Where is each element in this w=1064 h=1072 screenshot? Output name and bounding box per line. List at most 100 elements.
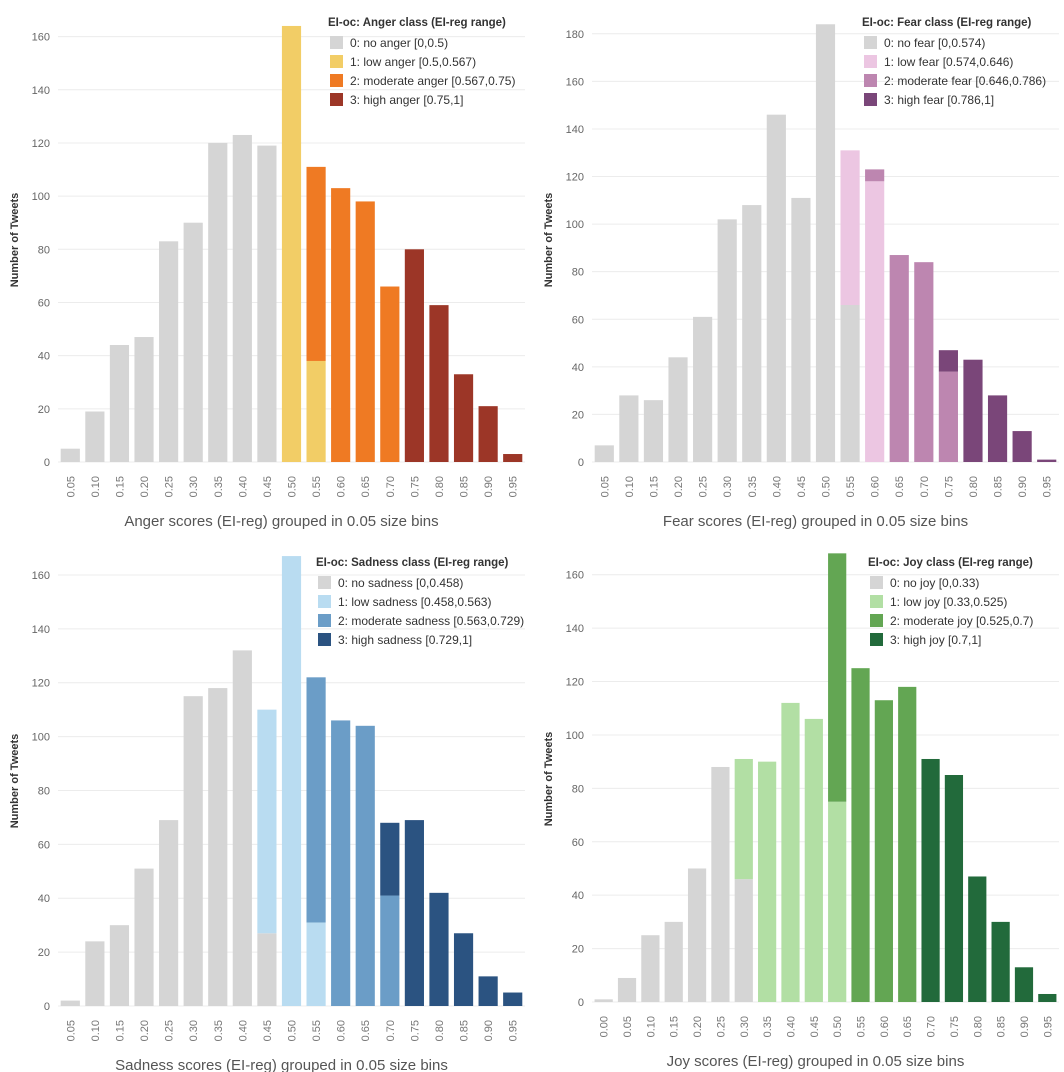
chart-1-xtick-label: 0.45 [796,476,808,497]
chart-2-xtick-label: 0.10 [90,1020,102,1041]
chart-1-ytick-label: 160 [566,76,584,88]
chart-3-bar-0.45-class-1 [804,718,823,1002]
chart-2-bar-0.10-class-0 [85,941,105,1006]
chart-3-ytick-label: 160 [566,570,584,582]
chart-0-xtick-label: 0.50 [287,476,299,497]
chart-0-xtick-label: 0.55 [311,476,323,497]
chart-2-bar-0.70-class-2 [380,895,400,1006]
chart-3-xtick-label: 0.35 [762,1016,774,1037]
chart-3-xtick-label: 0.05 [622,1016,634,1037]
chart-3-bar-0.35-class-1 [758,761,777,1002]
chart-1-ytick-label: 140 [566,124,584,136]
chart-2-xtick-label: 0.55 [311,1020,323,1041]
chart-0-ytick-label: 40 [38,351,50,363]
chart-0-bar-0.90-class-3 [478,406,498,462]
chart-2-ytick-label: 160 [32,570,50,582]
chart-3-ytick-label: 40 [572,890,584,902]
chart-2-ylabel: Number of Tweets [9,734,21,829]
chart-2-bar-0.60-class-2 [331,720,351,1006]
chart-1-bar-0.45-class-0 [791,197,811,463]
chart-1-ytick-label: 40 [572,362,584,374]
chart-1-xtick-label: 0.35 [747,476,759,497]
chart-1-legend-label: 2: moderate fear [0.646,0.786) [884,74,1046,88]
chart-2-ytick-label: 100 [32,732,50,744]
chart-3-legend-label: 3: high joy [0.7,1] [890,633,981,647]
chart-1-ytick-label: 0 [578,457,584,469]
chart-1-legend-swatch [864,74,877,87]
chart-3-bar-0.50-class-2 [828,553,847,802]
chart-0-bar-0.40-class-0 [232,134,252,462]
joy-chart: 0 20 40 60 80 100 120 140 160 Number of Tweets 0.0… [543,553,1059,1070]
chart-0-legend-label: 3: high anger [0.75,1] [350,93,463,107]
chart-0-legend-swatch [330,93,343,106]
chart-3-ylabel: Number of Tweets [543,732,555,827]
chart-0-legend-label: 0: no anger [0,0.5) [350,36,448,50]
chart-0-xtick-label: 0.65 [360,476,372,497]
chart-2-xtick-label: 0.30 [188,1020,200,1041]
chart-3-xtick-label: 0.15 [669,1016,681,1037]
chart-2-xtick-label: 0.35 [213,1020,225,1041]
chart-2-xtick-label: 0.40 [237,1020,249,1041]
chart-0-ylabel: Number of Tweets [9,193,21,288]
chart-1-legend-swatch [864,55,877,68]
chart-0-legend-title: EI-oc: Anger class (EI-reg range) [328,17,506,29]
chart-3-xtick-label: 0.90 [1019,1016,1031,1037]
chart-1-bar-0.55-class-1 [840,150,860,305]
chart-2-legend-swatch [318,633,331,646]
chart-2-xtick-label: 0.60 [336,1020,348,1041]
chart-3-bar-0.90-class-3 [1014,967,1034,1002]
chart-1-legend-swatch [864,36,877,49]
chart-3-bar-0.40-class-1 [781,702,800,1002]
chart-3-ytick-label: 0 [578,997,584,1009]
chart-1-xlabel: Fear scores (EI-reg) grouped in 0.05 siz… [663,513,968,530]
chart-3-legend-swatch [870,614,883,627]
chart-1-bar-0.95-class-3 [1037,459,1057,462]
chart-3-xtick-label: 0.20 [692,1016,704,1037]
chart-1-legend-title: EI-oc: Fear class (EI-reg range) [862,17,1032,29]
chart-2-xtick-label: 0.45 [262,1020,274,1041]
chart-2-xlabel: Sadness scores (EI-reg) grouped in 0.05 … [115,1057,448,1072]
chart-1-xtick-label: 0.30 [722,476,734,497]
chart-2-xtick-label: 0.80 [434,1020,446,1041]
chart-2-legend-title: EI-oc: Sadness class (EI-reg range) [316,557,509,569]
chart-0-ytick-label: 0 [44,457,50,469]
chart-0-xtick-label: 0.70 [385,476,397,497]
chart-3-xtick-label: 0.80 [972,1016,984,1037]
chart-3-bar-0.15-class-0 [664,921,683,1002]
chart-0-xtick-label: 0.35 [213,476,225,497]
chart-0-bar-0.25-class-0 [159,241,179,462]
chart-2-xtick-label: 0.15 [114,1020,126,1041]
chart-1-xtick-label: 0.05 [599,476,611,497]
chart-0-bar-0.80-class-3 [429,305,449,462]
chart-2-bar-0.95-class-3 [503,992,523,1006]
chart-3-legend-swatch [870,595,883,608]
chart-1-legend-label: 0: no fear [0,0.574) [884,36,985,50]
chart-1-legend-label: 1: low fear [0.574,0.646) [884,55,1013,69]
chart-1-xtick-label: 0.60 [870,476,882,497]
chart-1-ytick-label: 180 [566,29,584,41]
fear-chart: 0 20 40 60 80 100 120 140 160 180 Number of Tweets… [543,17,1059,530]
chart-3-bar-0.20-class-0 [687,868,707,1002]
chart-0-ytick-label: 160 [32,32,50,44]
joy-chart-panel: 0 20 40 60 80 100 120 140 160 Number of Tweets 0.0… [534,538,1064,1072]
chart-2-ytick-label: 120 [32,678,50,690]
chart-0-xtick-label: 0.30 [188,476,200,497]
fear-chart-panel: 0 20 40 60 80 100 120 140 160 180 Number of Tweets… [534,0,1064,534]
chart-3-bar-0.75-class-3 [944,775,964,1002]
chart-2-bar-0.45-class-0 [257,933,277,1006]
chart-2-bar-0.80-class-3 [429,892,449,1006]
chart-3-bar-0.85-class-3 [991,921,1010,1002]
chart-3-xtick-label: 0.25 [715,1016,727,1037]
chart-2-bar-0.55-class-1 [306,922,326,1006]
chart-0-xtick-label: 0.45 [262,476,274,497]
sadness-chart-panel: 0 20 40 60 80 100 120 140 160 Number of Tweets 0.0… [0,538,530,1072]
chart-0-ytick-label: 120 [32,138,50,150]
chart-1-ytick-label: 60 [572,314,584,326]
chart-2-bar-0.75-class-3 [404,820,424,1006]
chart-2-ytick-label: 60 [38,839,50,851]
chart-2-xtick-label: 0.50 [287,1020,299,1041]
chart-2-xtick-label: 0.25 [164,1020,176,1041]
chart-2-bar-0.55-class-2 [306,677,326,923]
chart-2-legend-label: 2: moderate sadness [0.563,0.729) [338,614,524,628]
chart-0-bar-0.30-class-0 [183,222,203,462]
